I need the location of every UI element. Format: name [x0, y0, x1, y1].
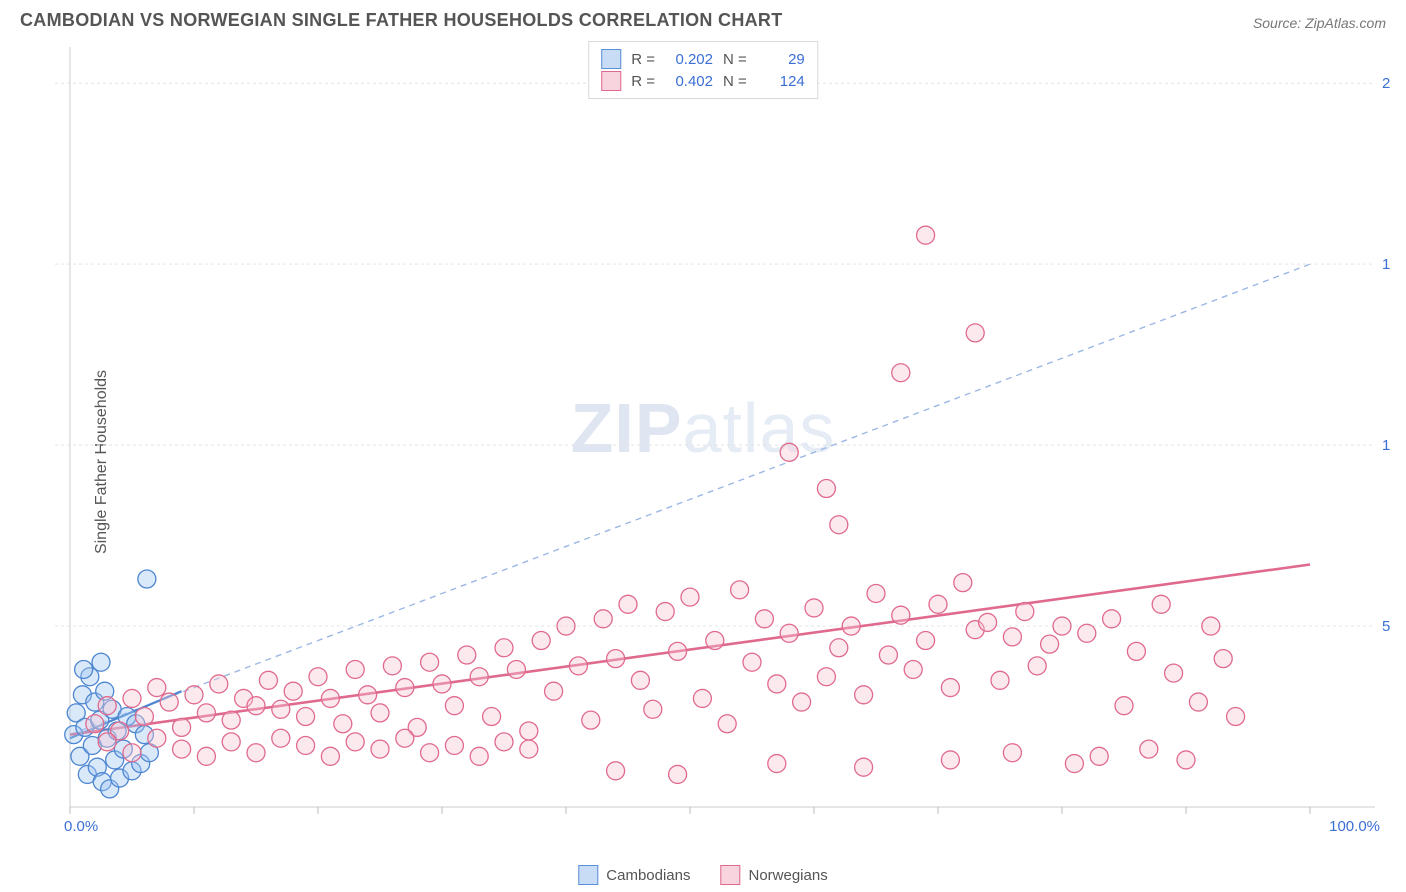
svg-text:100.0%: 100.0%: [1329, 818, 1380, 835]
n-label: N =: [723, 51, 747, 68]
legend-label-cambodians: Cambodians: [606, 867, 690, 884]
r-label: R =: [631, 73, 655, 90]
scatter-plot: 5.0% 10.0% 15.0% 20.0% 0.0% 100.0%: [50, 37, 1390, 857]
legend-item-cambodians: Cambodians: [578, 865, 690, 885]
svg-text:5.0%: 5.0%: [1382, 618, 1390, 635]
swatch-pink-icon: [721, 865, 741, 885]
series-legend: Cambodians Norwegians: [578, 865, 827, 885]
n-value-norwegians: 124: [757, 73, 805, 90]
chart-source: Source: ZipAtlas.com: [1253, 15, 1386, 31]
swatch-blue-icon: [601, 49, 621, 69]
n-value-cambodians: 29: [757, 51, 805, 68]
source-prefix: Source:: [1253, 15, 1305, 31]
correlation-legend: R = 0.202 N = 29 R = 0.402 N = 124: [588, 41, 818, 99]
swatch-pink-icon: [601, 71, 621, 91]
legend-row-norwegians: R = 0.402 N = 124: [601, 70, 805, 92]
svg-text:10.0%: 10.0%: [1382, 437, 1390, 454]
svg-text:0.0%: 0.0%: [64, 818, 98, 835]
r-label: R =: [631, 51, 655, 68]
legend-row-cambodians: R = 0.202 N = 29: [601, 48, 805, 70]
svg-text:20.0%: 20.0%: [1382, 75, 1390, 92]
legend-item-norwegians: Norwegians: [721, 865, 828, 885]
legend-label-norwegians: Norwegians: [749, 867, 828, 884]
chart-area: Single Father Households ZIPatlas 5.0%10…: [0, 37, 1406, 887]
source-name: ZipAtlas.com: [1305, 15, 1386, 31]
chart-title: CAMBODIAN VS NORWEGIAN SINGLE FATHER HOU…: [20, 10, 783, 31]
r-value-cambodians: 0.202: [665, 51, 713, 68]
svg-text:15.0%: 15.0%: [1382, 256, 1390, 273]
swatch-blue-icon: [578, 865, 598, 885]
chart-header: CAMBODIAN VS NORWEGIAN SINGLE FATHER HOU…: [0, 0, 1406, 37]
r-value-norwegians: 0.402: [665, 73, 713, 90]
n-label: N =: [723, 73, 747, 90]
